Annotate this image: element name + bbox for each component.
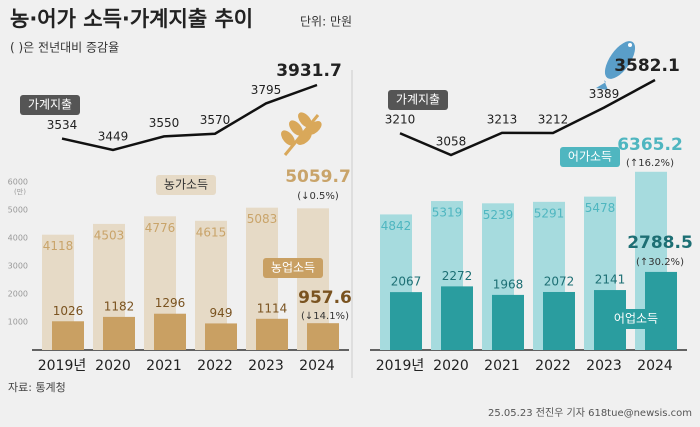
x-tick-label: 2023 <box>248 358 284 374</box>
line-value-label: 3931.7 <box>276 61 342 81</box>
legend-label: 농가소득 <box>164 178 208 192</box>
change-label: (↑30.2%) <box>636 257 684 268</box>
value-label: 5239 <box>483 208 514 222</box>
value-label: 2072 <box>544 274 575 288</box>
legend-box <box>560 147 620 167</box>
value-label: 2067 <box>391 275 422 289</box>
legend-box <box>263 258 323 278</box>
bar <box>543 291 575 350</box>
wheat-icon <box>281 112 322 156</box>
bar <box>205 323 237 350</box>
value-label: 2141 <box>595 273 626 287</box>
value-label: 949 <box>210 306 233 320</box>
value-label: 1182 <box>104 299 135 313</box>
unit: 단위: 만원 <box>300 15 352 29</box>
bar <box>256 318 288 350</box>
line-value-label: 3795 <box>251 83 282 97</box>
bar <box>492 294 524 350</box>
legend-box <box>606 309 666 329</box>
line-value-label: 3570 <box>200 113 231 127</box>
x-tick-label: 2020 <box>433 358 469 374</box>
bar <box>307 323 339 350</box>
legend-label: 가계지출 <box>28 98 72 112</box>
legend-box <box>20 95 80 115</box>
fish-icon <box>596 41 636 90</box>
bar <box>390 292 422 350</box>
y-unit: (만) <box>14 187 26 196</box>
value-label: 4615 <box>196 225 227 239</box>
value-label: 5083 <box>247 212 278 226</box>
x-tick-label: 2023 <box>586 358 622 374</box>
y-tick-label: 6000 <box>8 178 28 187</box>
value-label: 2788.5 <box>627 233 693 253</box>
bar <box>154 313 186 350</box>
value-label: 4118 <box>43 239 74 253</box>
credit: 25.05.23 전진우 기자 618tue@newsis.com <box>488 407 692 419</box>
x-tick-label: 2019년 <box>38 358 87 374</box>
x-tick-label: 2024 <box>637 358 673 374</box>
value-label: 1968 <box>493 277 524 291</box>
line-value-label: 3389 <box>589 87 620 101</box>
value-label: 6365.2 <box>617 135 683 155</box>
source: 자료: 통계청 <box>8 381 66 394</box>
line-value-label: 3534 <box>47 118 78 132</box>
x-tick-label: 2022 <box>197 358 233 374</box>
legend-label: 어가소득 <box>568 150 612 164</box>
line <box>61 83 318 152</box>
legend-box <box>388 90 448 110</box>
y-tick-label: 2000 <box>8 290 28 299</box>
y-tick-label: 3000 <box>8 262 28 271</box>
value-label: 1296 <box>155 296 186 310</box>
bar <box>52 321 84 350</box>
line-value-label: 3449 <box>98 130 129 144</box>
line-value-label: 3582.1 <box>614 56 680 76</box>
value-label: 1026 <box>53 304 84 318</box>
line-value-label: 3058 <box>436 135 467 149</box>
x-tick-label: 2024 <box>299 358 335 374</box>
line-value-label: 3210 <box>385 113 416 127</box>
value-label: 5059.7 <box>285 167 351 187</box>
line-value-label: 3550 <box>149 116 180 130</box>
change-label: (↓14.1%) <box>301 311 349 322</box>
change-label: (↑16.2%) <box>626 158 674 169</box>
value-label: 4842 <box>381 219 412 233</box>
line-value-label: 3212 <box>538 112 569 126</box>
value-label: 957.6 <box>298 288 352 308</box>
x-tick-label: 2021 <box>146 358 182 374</box>
y-tick-label: 1000 <box>8 318 28 327</box>
legend-label: 가계지출 <box>396 93 440 107</box>
title: 농·어가 소득·가계지출 추이 <box>10 7 253 31</box>
legend-label: 농업소득 <box>271 261 315 275</box>
line-value-label: 3213 <box>487 112 518 126</box>
x-tick-label: 2020 <box>95 358 131 374</box>
note: ( )은 전년대비 증감율 <box>10 41 119 55</box>
value-label: 5478 <box>585 201 616 215</box>
x-tick-label: 2019년 <box>376 358 425 374</box>
line <box>399 78 656 157</box>
value-label: 4776 <box>145 221 176 235</box>
value-label: 4503 <box>94 228 125 242</box>
change-label: (↓0.5%) <box>297 191 339 202</box>
value-label: 5319 <box>432 206 463 220</box>
x-tick-label: 2021 <box>484 358 520 374</box>
value-label: 1114 <box>257 301 288 315</box>
value-label: 5291 <box>534 206 565 220</box>
legend-label: 어업소득 <box>614 312 658 326</box>
y-tick-label: 4000 <box>8 234 28 243</box>
bar <box>441 286 473 350</box>
bar <box>103 316 135 350</box>
y-tick-label: 5000 <box>8 206 28 215</box>
x-tick-label: 2022 <box>535 358 571 374</box>
legend-box <box>156 175 216 195</box>
value-label: 2272 <box>442 269 473 283</box>
